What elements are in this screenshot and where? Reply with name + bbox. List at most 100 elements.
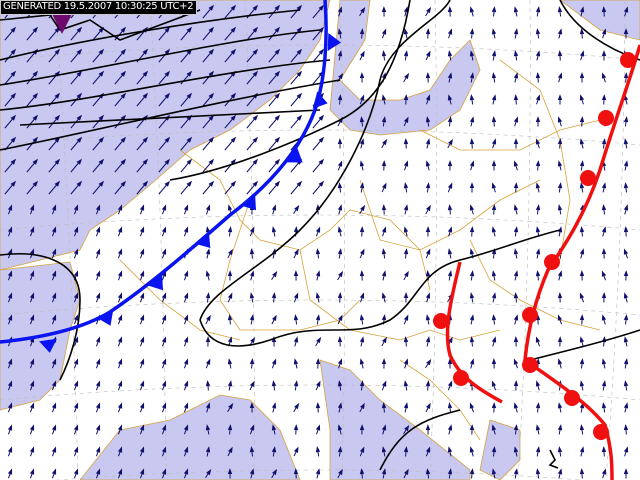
wind-arrow (29, 204, 35, 215)
wind-arrow-head (117, 226, 123, 233)
wind-arrow (359, 292, 365, 303)
wind-arrow-head (359, 28, 365, 35)
wind-arrow-head (294, 248, 299, 256)
wind-arrow-head (469, 446, 475, 453)
wind-arrow-head (513, 138, 519, 144)
generated-timestamp: GENERATED 19.5.2007 10:30:25 UTC+2 (0, 0, 198, 15)
wind-arrow-head (252, 4, 259, 11)
wind-arrow (403, 50, 409, 61)
wind-arrow (271, 468, 278, 479)
wind-arrow (117, 424, 123, 435)
wind-arrow-head (161, 226, 167, 233)
wind-arrow (114, 92, 127, 107)
wind-arrow (315, 314, 321, 325)
wind-arrow-head (296, 180, 303, 187)
wind-arrow (51, 468, 57, 479)
wind-arrow-head (491, 160, 497, 166)
wind-arrow (293, 292, 299, 303)
wind-arrow-head (381, 292, 387, 299)
wind-arrow-head (623, 468, 629, 474)
wind-arrow-head (271, 292, 277, 299)
wind-arrow-head (139, 314, 145, 321)
wind-arrow-head (491, 6, 497, 13)
wind-arrow-head (7, 270, 13, 277)
wind-arrow (557, 6, 563, 17)
wind-arrow (557, 446, 563, 457)
wind-arrow-head (315, 292, 321, 299)
cold-front-triangle (286, 147, 303, 163)
wind-arrow (425, 446, 431, 457)
wind-arrow (447, 380, 453, 391)
wind-arrow-head (294, 205, 300, 212)
wind-arrow-head (337, 380, 343, 387)
wind-arrow-head (447, 94, 453, 101)
wind-arrow-head (29, 314, 35, 321)
wind-arrow (425, 116, 431, 127)
wind-arrow-head (359, 160, 365, 167)
wind-arrow-head (360, 204, 366, 212)
wind-arrow (202, 70, 215, 85)
wind-arrow (161, 336, 167, 347)
wind-arrow-head (186, 92, 193, 99)
wind-arrow-head (403, 292, 409, 299)
wind-arrow-head (29, 226, 35, 233)
wind-arrow-head (271, 358, 277, 365)
wind-arrow (117, 204, 123, 215)
wind-arrow-head (491, 50, 497, 57)
wind-arrow (290, 114, 303, 129)
wind-arrow-head (205, 446, 211, 453)
wind-arrow-head (425, 446, 431, 453)
wind-arrow-head (425, 28, 431, 35)
wind-arrow-head (274, 158, 281, 165)
wind-arrow (513, 468, 519, 479)
occluded-front-semicircle (598, 110, 614, 126)
wind-arrow-head (7, 358, 13, 365)
wind-arrow (337, 204, 343, 215)
wind-arrow-head (32, 114, 39, 121)
wind-arrow (469, 182, 475, 193)
wind-arrow (579, 138, 585, 149)
wind-arrow-head (513, 116, 519, 123)
wind-arrow-head (315, 358, 321, 365)
wind-arrow-head (425, 182, 431, 189)
wind-arrow-head (293, 424, 299, 431)
wind-arrow (139, 248, 145, 259)
wind-arrow-head (447, 358, 453, 365)
wind-arrow-head (469, 336, 475, 343)
wind-arrow-head (296, 92, 303, 99)
wind-arrow-head (139, 292, 145, 299)
wind-arrow-head (404, 425, 410, 432)
wind-arrow-head (601, 50, 607, 56)
wind-arrow-head (139, 358, 145, 365)
wind-arrow-head (579, 28, 585, 35)
wind-arrow (51, 424, 57, 435)
wind-arrow-head (164, 26, 171, 33)
wind-arrow-head (359, 292, 365, 299)
wind-arrow-head (601, 402, 607, 409)
wind-arrow-head (360, 50, 365, 58)
wind-arrow-head (359, 336, 365, 343)
wind-arrow-head (469, 424, 475, 431)
wind-arrow-head (557, 336, 563, 343)
wind-arrow (268, 158, 281, 173)
wind-arrow-head (447, 160, 453, 167)
wind-arrow-head (205, 358, 211, 365)
wind-arrow (403, 204, 409, 215)
wind-arrow-head (579, 292, 585, 299)
wind-arrow-head (337, 182, 343, 189)
wind-arrow-head (491, 182, 497, 189)
wind-arrow-head (382, 138, 388, 146)
wind-arrow-head (120, 92, 127, 99)
wind-arrow (579, 336, 585, 347)
wind-arrow-head (337, 446, 343, 453)
wind-arrow (180, 136, 193, 151)
wind-arrow-head (623, 116, 629, 123)
wind-arrow-head (120, 70, 127, 77)
wind-arrow (557, 402, 563, 413)
wind-arrow (51, 446, 57, 457)
wind-arrow (513, 402, 519, 413)
wind-arrow-head (381, 380, 387, 387)
wind-arrow-head (403, 380, 409, 387)
wind-arrow (623, 248, 629, 259)
